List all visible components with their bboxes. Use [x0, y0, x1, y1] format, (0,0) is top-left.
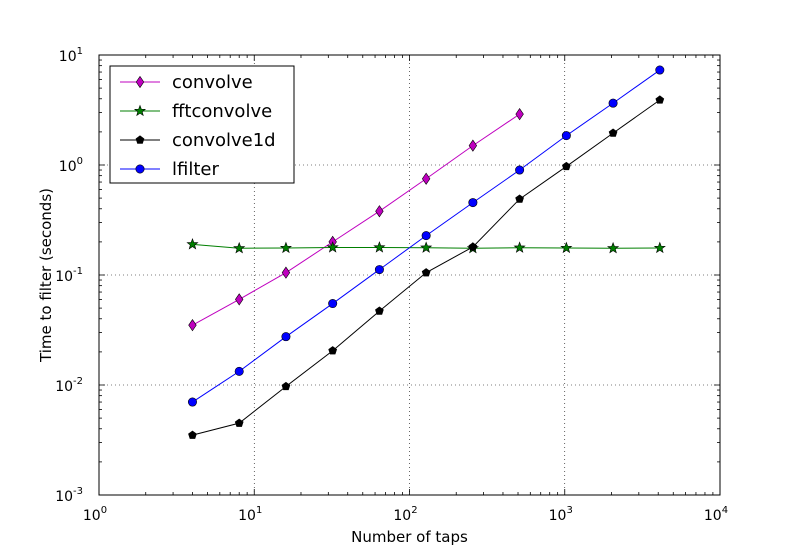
- data-point-convolve: [235, 293, 244, 306]
- legend-label: fftconvolve: [172, 101, 272, 122]
- data-point-lfilter: [655, 65, 665, 75]
- data-point-fftconvolve: [326, 241, 339, 253]
- data-point-convolve1d: [375, 306, 384, 315]
- data-point-fftconvolve: [279, 241, 292, 254]
- legend-marker: [133, 104, 147, 117]
- data-point-convolve: [375, 205, 384, 218]
- data-point-lfilter: [234, 366, 244, 376]
- y-tick-label: 101: [59, 46, 83, 65]
- x-axis-label: Number of taps: [351, 528, 468, 546]
- y-tick-label: 100: [59, 156, 83, 175]
- data-point-lfilter: [328, 299, 338, 309]
- grid-lines: [99, 55, 720, 495]
- legend-entry-fftconvolve: fftconvolve: [120, 101, 272, 122]
- data-point-convolve1d: [281, 381, 291, 391]
- data-point-lfilter: [374, 265, 384, 275]
- data-point-fftconvolve: [513, 241, 526, 253]
- data-point-convolve: [281, 266, 291, 279]
- axis-ticks: 100 101 102 103 104 10-3 10-2 10-1 100 101: [55, 46, 728, 524]
- data-point-convolve1d: [188, 430, 197, 439]
- data-point-convolve1d: [328, 346, 338, 355]
- data-point-convolve: [515, 108, 524, 121]
- data-point-convolve1d: [561, 161, 571, 171]
- legend-entry-convolve: convolve: [120, 72, 253, 93]
- plot-series: [186, 65, 666, 439]
- x-tick-label: 104: [704, 505, 728, 524]
- data-point-fftconvolve: [420, 241, 433, 253]
- legend-entry-lfilter: lfilter: [120, 159, 219, 180]
- legend-label: lfilter: [172, 159, 219, 180]
- data-point-lfilter: [281, 332, 291, 342]
- x-tick-label: 102: [393, 505, 417, 524]
- data-point-lfilter: [187, 397, 197, 407]
- data-point-convolve: [188, 319, 197, 332]
- data-point-convolve1d: [655, 95, 665, 104]
- data-point-convolve1d: [421, 268, 431, 277]
- y-tick-label: 10-1: [55, 266, 83, 285]
- data-point-lfilter: [561, 131, 571, 141]
- data-point-lfilter: [515, 165, 525, 175]
- x-tick-label: 103: [549, 505, 573, 524]
- data-point-convolve1d: [515, 194, 524, 203]
- data-point-fftconvolve: [607, 241, 620, 254]
- legend-marker: [135, 135, 145, 144]
- legend-marker: [135, 164, 145, 174]
- data-point-fftconvolve: [560, 241, 573, 254]
- data-point-lfilter: [608, 98, 618, 108]
- series-lfilter: [187, 65, 665, 407]
- series-fftconvolve: [186, 237, 666, 254]
- legend-label: convolve: [172, 72, 253, 93]
- legend: convolve fftconvolve convolve1d lfilter: [109, 65, 295, 184]
- legend-label: convolve1d: [172, 130, 276, 151]
- y-axis-label: Time to filter (seconds): [37, 188, 55, 363]
- y-tick-label: 10-3: [55, 486, 83, 505]
- data-point-fftconvolve: [186, 237, 199, 250]
- series-convolve: [188, 108, 524, 332]
- data-point-fftconvolve: [653, 241, 666, 254]
- series-line-convolve: [192, 113, 520, 326]
- data-point-lfilter: [421, 231, 431, 241]
- x-tick-label: 101: [238, 505, 262, 524]
- data-point-convolve1d: [234, 418, 244, 427]
- data-point-fftconvolve: [373, 241, 386, 253]
- x-tick-label: 100: [83, 505, 107, 524]
- data-point-convolve1d: [468, 242, 478, 251]
- data-point-convolve1d: [608, 128, 618, 137]
- data-point-lfilter: [468, 198, 478, 208]
- legend-marker: [135, 75, 145, 89]
- y-tick-label: 10-2: [55, 376, 83, 395]
- data-point-convolve: [468, 139, 478, 152]
- series-convolve1d: [188, 95, 665, 439]
- data-point-convolve: [421, 172, 431, 185]
- data-point-fftconvolve: [233, 241, 246, 254]
- legend-entry-convolve1d: convolve1d: [120, 130, 276, 151]
